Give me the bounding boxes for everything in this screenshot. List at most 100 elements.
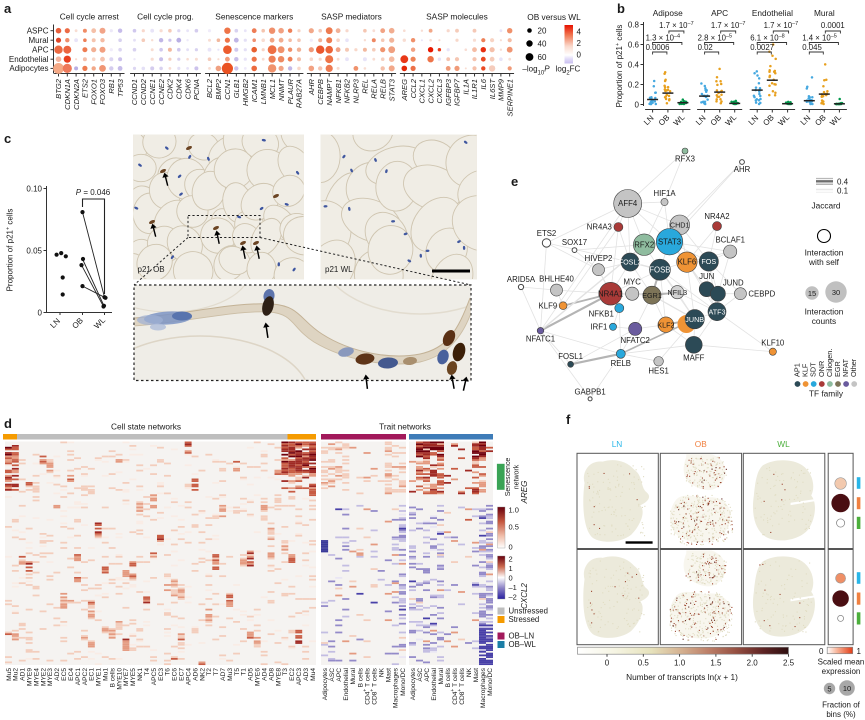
svg-text:RFX3: RFX3 — [675, 155, 695, 164]
svg-text:OB: OB — [813, 113, 828, 128]
svg-text:Senescence: Senescence — [505, 458, 512, 497]
svg-text:CXCL2: CXCL2 — [426, 78, 435, 103]
svg-text:APC: APC — [711, 8, 728, 18]
svg-text:Adipocytes: Adipocytes — [410, 667, 417, 700]
svg-text:FOSL1: FOSL1 — [558, 352, 583, 361]
svg-text:0.10: 0.10 — [26, 184, 42, 193]
svg-text:–1: –1 — [509, 583, 517, 592]
svg-text:KLF6: KLF6 — [678, 258, 697, 267]
svg-text:APC4: APC4 — [185, 668, 192, 686]
svg-text:MYE7: MYE7 — [123, 668, 130, 686]
svg-text:0.0001: 0.0001 — [821, 21, 845, 30]
svg-text:PLAUR: PLAUR — [286, 78, 295, 104]
svg-text:Cell cycle arrest: Cell cycle arrest — [60, 12, 120, 22]
svg-text:WL: WL — [776, 112, 791, 127]
svg-text:MCL1: MCL1 — [268, 79, 277, 99]
svg-text:SASP molecules: SASP molecules — [426, 12, 488, 22]
svg-text:0.5: 0.5 — [509, 523, 519, 532]
svg-text:KLF: KLF — [801, 363, 810, 377]
svg-text:HES1: HES1 — [648, 367, 668, 376]
svg-text:T7: T7 — [213, 668, 220, 676]
svg-text:20: 20 — [538, 26, 547, 35]
svg-text:PCNA: PCNA — [192, 79, 201, 100]
svg-text:IL1R1: IL1R1 — [470, 79, 479, 99]
svg-text:KLF9: KLF9 — [539, 301, 558, 310]
svg-text:LN: LN — [612, 439, 623, 449]
svg-text:EGR1: EGR1 — [642, 291, 662, 300]
svg-text:CCNE2: CCNE2 — [157, 78, 166, 105]
svg-text:CCNE1: CCNE1 — [148, 79, 157, 105]
svg-text:1.7 × 10–7: 1.7 × 10–7 — [711, 21, 746, 30]
svg-text:APC: APC — [424, 668, 431, 682]
svg-text:NFAT: NFAT — [841, 358, 850, 377]
svg-text:MYE3: MYE3 — [47, 668, 54, 686]
svg-text:B cells: B cells — [109, 667, 116, 687]
svg-text:1.7 × 10–7: 1.7 × 10–7 — [764, 21, 799, 30]
svg-text:Endothelial: Endothelial — [343, 667, 350, 700]
svg-text:0.05: 0.05 — [26, 246, 42, 255]
svg-text:CD8+ T cells: CD8+ T cells — [369, 667, 378, 704]
svg-text:Mural: Mural — [350, 667, 357, 684]
svg-text:EC1: EC1 — [89, 668, 96, 681]
svg-text:T5: T5 — [234, 668, 241, 676]
svg-text:NFATC2: NFATC2 — [621, 336, 650, 345]
svg-text:NAMPT: NAMPT — [325, 78, 334, 106]
svg-text:LN: LN — [799, 113, 813, 127]
svg-text:EC3: EC3 — [158, 668, 165, 681]
svg-text:CDK6: CDK6 — [183, 78, 192, 99]
svg-text:0.2: 0.2 — [628, 80, 640, 89]
svg-text:ONR: ONR — [817, 361, 826, 377]
svg-text:LN: LN — [48, 316, 62, 330]
svg-text:AD8: AD8 — [268, 668, 275, 681]
svg-text:OB–LN: OB–LN — [509, 632, 535, 641]
svg-text:CD4+ T cells: CD4+ T cells — [362, 667, 371, 704]
svg-text:ETS2: ETS2 — [537, 229, 557, 238]
svg-text:network: network — [514, 464, 521, 489]
svg-text:APC: APC — [336, 668, 343, 682]
svg-text:Mural: Mural — [814, 8, 835, 18]
svg-text:0.0027: 0.0027 — [750, 43, 774, 52]
svg-text:AD1: AD1 — [20, 668, 27, 681]
svg-text:c: c — [4, 131, 11, 146]
svg-text:BHLHE40: BHLHE40 — [539, 275, 574, 284]
svg-text:–2: –2 — [509, 593, 517, 602]
svg-text:MAFF: MAFF — [683, 354, 704, 363]
svg-text:SASP mediators: SASP mediators — [321, 12, 382, 22]
svg-text:30: 30 — [832, 288, 840, 297]
svg-text:ASPC: ASPC — [27, 27, 49, 36]
svg-text:NLRP3: NLRP3 — [352, 78, 361, 103]
svg-text:Mural: Mural — [438, 667, 445, 684]
svg-text:MYE4: MYE4 — [33, 668, 40, 686]
svg-text:RAB27A: RAB27A — [295, 79, 304, 108]
svg-text:expression: expression — [822, 667, 861, 676]
svg-text:6.1 × 10–8: 6.1 × 10–8 — [750, 33, 785, 42]
svg-text:e: e — [511, 174, 518, 189]
svg-text:AD7: AD7 — [220, 668, 227, 681]
svg-text:bins (%): bins (%) — [826, 710, 856, 719]
svg-text:KLF10: KLF10 — [761, 339, 785, 348]
svg-text:Fraction of: Fraction of — [822, 701, 861, 710]
svg-text:Mu1: Mu1 — [103, 668, 110, 681]
svg-text:0.6: 0.6 — [628, 40, 640, 49]
svg-text:Senescence markers: Senescence markers — [215, 12, 293, 22]
svg-text:Endothelial: Endothelial — [752, 8, 793, 18]
svg-text:2: 2 — [509, 555, 513, 564]
svg-text:OB: OB — [695, 439, 707, 449]
svg-text:WL: WL — [672, 112, 687, 127]
svg-text:ATF3: ATF3 — [708, 307, 725, 316]
svg-text:AD5: AD5 — [248, 668, 255, 681]
svg-text:EC2: EC2 — [289, 668, 296, 681]
svg-text:HIVEP2: HIVEP2 — [585, 254, 613, 263]
svg-text:AREG: AREG — [520, 481, 529, 505]
svg-text:4: 4 — [577, 28, 582, 37]
svg-text:MYC: MYC — [624, 278, 642, 287]
svg-text:CCND1: CCND1 — [130, 79, 139, 105]
svg-text:0.5: 0.5 — [638, 659, 650, 668]
svg-text:EC4: EC4 — [68, 668, 75, 681]
svg-text:APC5: APC5 — [151, 668, 158, 686]
svg-text:P = 0.046: P = 0.046 — [76, 188, 111, 197]
svg-text:Interaction: Interaction — [805, 307, 844, 317]
svg-text:WL: WL — [92, 315, 107, 330]
svg-text:TP53: TP53 — [116, 78, 125, 97]
svg-text:FOS: FOS — [701, 257, 716, 266]
